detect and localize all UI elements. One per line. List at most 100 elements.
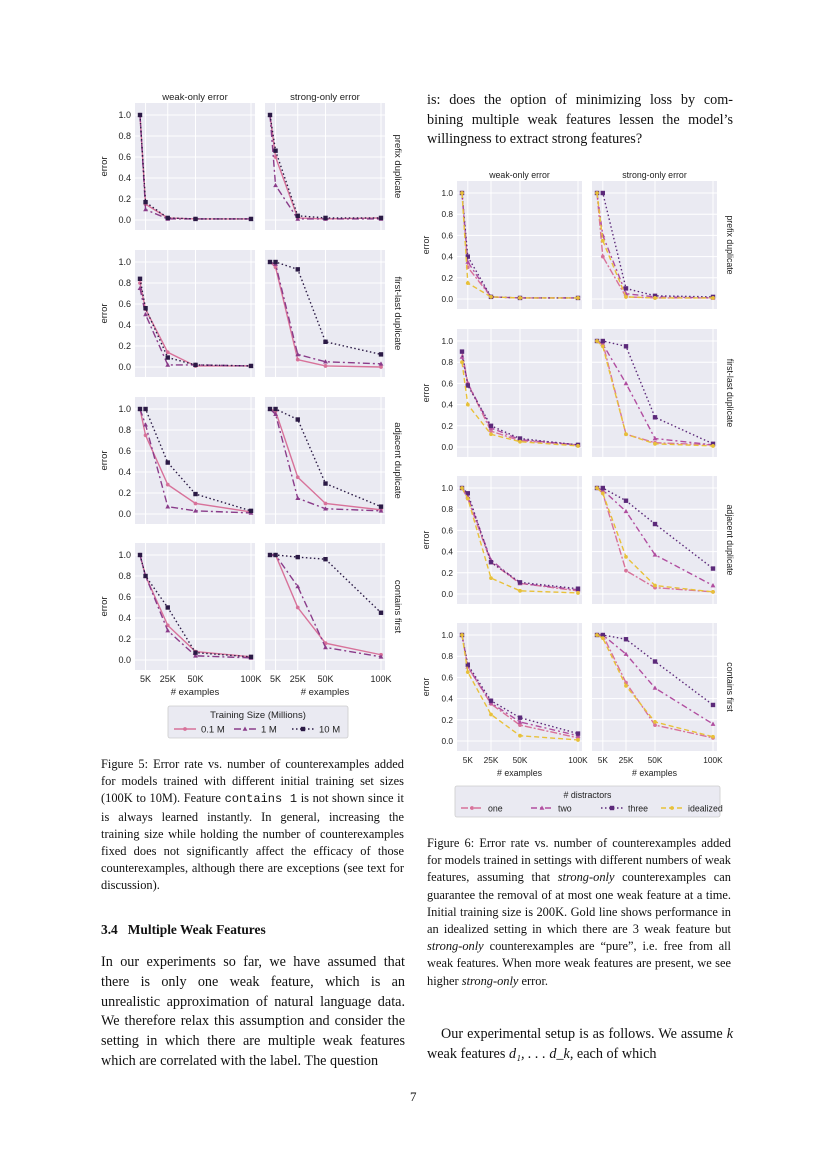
figure-6-x-tick-label: 25K bbox=[484, 755, 499, 765]
data-point bbox=[465, 254, 470, 259]
series-line-three bbox=[597, 192, 714, 298]
figure-5-y-tick-label: 1.0 bbox=[118, 110, 131, 120]
figure-6-y-tick-label: 0.4 bbox=[441, 547, 453, 557]
figure-6-y-tick-label: 0.0 bbox=[441, 294, 453, 304]
data-point bbox=[600, 485, 605, 491]
figure-5-y-tick-label: 0.8 bbox=[118, 571, 131, 581]
figure-5-legend-entry: 1 M bbox=[261, 725, 277, 736]
data-point bbox=[193, 508, 198, 513]
figure-6-x-tick-label: 100K bbox=[568, 755, 588, 765]
data-point bbox=[323, 339, 328, 344]
figure-6-y-tick-label: 0.0 bbox=[441, 589, 453, 599]
figure-6-y-tick-label: 1.0 bbox=[441, 188, 453, 198]
data-point bbox=[465, 670, 470, 674]
data-point bbox=[652, 685, 658, 690]
data-point bbox=[517, 580, 523, 585]
data-point bbox=[295, 605, 300, 610]
data-point bbox=[652, 415, 658, 420]
data-point bbox=[460, 191, 464, 195]
math-variable: k bbox=[726, 1026, 733, 1042]
figure-5-column-title: strong-only error bbox=[290, 92, 360, 103]
data-point bbox=[143, 312, 148, 317]
data-point bbox=[600, 344, 605, 349]
figure-6-x-tick-label: 25K bbox=[619, 755, 634, 765]
data-point bbox=[600, 338, 605, 344]
figure-6-y-axis-label: error bbox=[421, 678, 431, 697]
right-bottom-paragraph: Our experimental setup is as follows. We… bbox=[427, 1025, 733, 1064]
data-point bbox=[295, 267, 300, 272]
figure-6-column-title: strong-only error bbox=[622, 170, 687, 180]
data-point bbox=[653, 723, 657, 727]
figure-5-legend-entry: 10 M bbox=[319, 725, 340, 736]
figure-6-y-tick-label: 0.0 bbox=[441, 442, 453, 452]
figure-6-x-tick-label: 5K bbox=[598, 755, 609, 765]
data-point bbox=[300, 726, 306, 732]
figure-6-y-tick-label: 0.6 bbox=[441, 672, 453, 682]
caption-text: error. bbox=[521, 973, 549, 988]
data-point bbox=[165, 460, 170, 465]
data-point bbox=[378, 610, 384, 615]
data-point bbox=[378, 361, 384, 366]
data-point bbox=[267, 112, 273, 118]
data-point bbox=[193, 650, 198, 655]
data-point bbox=[465, 383, 470, 388]
figure-5-y-tick-label: 0.6 bbox=[118, 152, 131, 162]
figure-5-x-tick-label: 5K bbox=[140, 674, 151, 684]
data-point bbox=[295, 495, 301, 501]
caption-text: is not shown since it is always learned … bbox=[101, 791, 404, 893]
data-point bbox=[623, 286, 629, 291]
data-point bbox=[518, 588, 522, 593]
data-point bbox=[488, 560, 494, 565]
data-point bbox=[143, 207, 148, 212]
caption-text: counterexamples can guarantee the remova… bbox=[427, 870, 731, 937]
data-point bbox=[624, 555, 628, 559]
data-point bbox=[710, 721, 716, 726]
figure-5-y-tick-label: 1.0 bbox=[118, 550, 131, 560]
data-point bbox=[518, 733, 522, 738]
figure-5-row-label: prefix duplicate bbox=[392, 135, 403, 199]
figure-6-row-label: prefix duplicate bbox=[725, 215, 735, 274]
figure-6-x-axis-label: # examples bbox=[497, 768, 543, 778]
data-point bbox=[711, 734, 715, 739]
data-point bbox=[576, 738, 580, 742]
data-point bbox=[323, 359, 328, 364]
series-line-two bbox=[461, 192, 578, 299]
data-point bbox=[193, 362, 198, 368]
data-point bbox=[624, 432, 628, 437]
data-point bbox=[623, 637, 629, 642]
figure-6-row-label: contains first bbox=[725, 662, 735, 712]
data-point bbox=[143, 406, 148, 412]
series-line-10-M bbox=[139, 114, 251, 220]
data-point bbox=[652, 436, 658, 441]
data-point bbox=[165, 605, 170, 610]
data-point bbox=[652, 552, 658, 557]
data-point bbox=[273, 182, 278, 188]
figure-6-legend-box bbox=[454, 785, 721, 818]
series-line-one bbox=[461, 634, 579, 739]
figure-5-caption: Figure 5: Error rate vs. number of count… bbox=[101, 756, 404, 895]
caption-text: counterexamples are “pure”, i.e. free fr… bbox=[427, 939, 731, 988]
data-point bbox=[517, 436, 523, 441]
data-point bbox=[711, 589, 715, 594]
data-point bbox=[489, 576, 493, 580]
data-point bbox=[518, 723, 522, 727]
data-point bbox=[248, 363, 254, 369]
data-point bbox=[248, 216, 254, 222]
data-point bbox=[165, 350, 170, 355]
figure-6-y-tick-label: 0.2 bbox=[441, 568, 453, 578]
figure-5-y-tick-label: 0.8 bbox=[118, 278, 131, 288]
data-point bbox=[295, 351, 301, 357]
data-point bbox=[576, 296, 580, 300]
data-point bbox=[624, 683, 628, 688]
figure-6-y-tick-label: 0.4 bbox=[441, 400, 453, 410]
figure-5-y-tick-label: 0.0 bbox=[118, 655, 131, 665]
data-point bbox=[295, 216, 301, 221]
figure-5-x-axis-label: # examples bbox=[301, 687, 350, 698]
data-point bbox=[143, 199, 148, 205]
data-point bbox=[576, 444, 580, 448]
figure-6-legend-entry: three bbox=[628, 804, 648, 814]
figure-5-legend-title: Training Size (Millions) bbox=[210, 710, 306, 721]
section-heading: 3.4 Multiple Weak Features bbox=[101, 922, 266, 937]
data-point bbox=[459, 354, 465, 359]
data-point bbox=[710, 441, 716, 447]
